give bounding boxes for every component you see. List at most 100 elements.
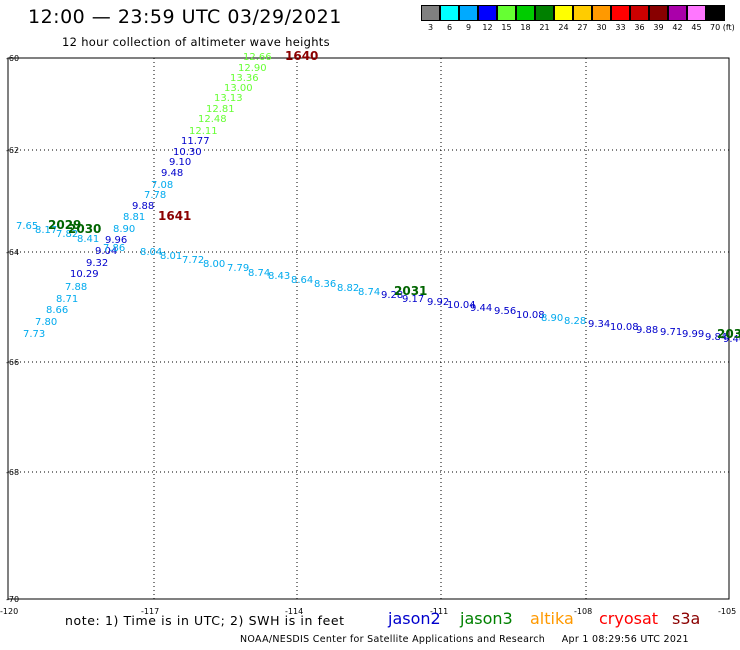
wave-height-value: 9.32 (86, 258, 108, 269)
scale-swatch (630, 5, 649, 21)
wave-height-value: 9.96 (105, 235, 127, 246)
scale-swatch (649, 5, 668, 21)
wave-height-value: 8.28 (564, 316, 586, 327)
scale-swatch (668, 5, 687, 21)
scale-label: 12 (482, 23, 493, 32)
wave-height-value: 8.90 (541, 313, 563, 324)
scale-swatch (611, 5, 630, 21)
satellite-legend-item: s3a (672, 609, 701, 628)
wave-height-value: 8.43 (268, 271, 290, 282)
scale-swatch (554, 5, 573, 21)
latitude-label: -60 (6, 54, 19, 63)
wave-height-value: 8.81 (123, 212, 145, 223)
wave-height-value: 8.71 (56, 294, 78, 305)
wave-height-value: 10.30 (173, 147, 202, 158)
wave-height-value: 7.88 (65, 282, 87, 293)
scale-swatch (497, 5, 516, 21)
orbit-number: 203 (717, 327, 740, 341)
wave-height-value: 8.64 (291, 275, 313, 286)
latitude-label: -66 (6, 358, 19, 367)
wave-height-value: 8.36 (314, 279, 336, 290)
wave-height-value: 8.90 (113, 224, 135, 235)
credit-timestamp: Apr 1 08:29:56 UTC 2021 (561, 634, 689, 645)
wave-height-value: 9.04 (95, 246, 117, 257)
scale-label: 6 (446, 23, 453, 32)
map-subtitle: 12 hour collection of altimeter wave hei… (62, 35, 330, 49)
wave-height-value: 10.08 (610, 322, 639, 333)
scale-label: 9 (465, 23, 472, 32)
satellite-legend-item: altika (530, 609, 574, 628)
wave-height-value: 7.82 (56, 229, 78, 240)
grid-lines (8, 58, 729, 599)
wave-height-value: 9.10 (169, 157, 191, 168)
wave-height-value: 8.41 (77, 234, 99, 245)
scale-swatch (573, 5, 592, 21)
satellite-legend-item: jason2 (388, 609, 441, 628)
scale-swatch (592, 5, 611, 21)
wave-height-value: 7.65 (16, 221, 38, 232)
orbit-number: 2031 (394, 284, 427, 298)
credit-line: NOAA/NESDIS Center for Satellite Applica… (240, 634, 689, 645)
longitude-label: -120 (0, 607, 18, 616)
wave-height-value: 12.48 (198, 114, 227, 125)
axis-labels: -60 -62 -64 -66 -68 -70 -120 -117 -114 -111 -108 -1… (0, 54, 736, 616)
scale-swatch (459, 5, 478, 21)
scale-label: 21 (539, 23, 550, 32)
scale-label: 3 (427, 23, 434, 32)
wave-height-value: 9.48 (161, 168, 183, 179)
color-scale-bar (421, 5, 725, 21)
wave-height-value: 11.77 (181, 136, 210, 147)
orbit-number: 2029 (48, 218, 81, 232)
wave-height-value: 9.40 (723, 334, 740, 345)
wave-height-value: 9.92 (427, 297, 449, 308)
orbit-number: 1641 (158, 209, 191, 223)
wave-height-value: 9.71 (660, 327, 682, 338)
footer-note: note: 1) Time is in UTC; 2) SWH is in fe… (65, 613, 345, 628)
wave-height-value: 13.13 (214, 93, 243, 104)
wave-height-value: 12.11 (189, 126, 218, 137)
wave-height-value: 10.08 (516, 310, 545, 321)
scale-swatch (440, 5, 459, 21)
wave-height-value: 8.04 (140, 247, 162, 258)
wave-height-value: 8.00 (203, 259, 225, 270)
longitude-label: -114 (285, 607, 303, 616)
scale-label: 30 (596, 23, 607, 32)
map-title: 12:00 — 23:59 UTC 03/29/2021 (28, 6, 342, 28)
wave-height-value: 8.82 (337, 283, 359, 294)
scale-swatch (478, 5, 497, 21)
scale-swatch (421, 5, 440, 21)
latitude-label: -68 (6, 468, 19, 477)
longitude-label: -108 (574, 607, 592, 616)
wave-height-value: 8.74 (358, 287, 380, 298)
longitude-label: -105 (718, 607, 736, 616)
wave-height-value: 9.56 (494, 306, 516, 317)
latitude-label: -64 (6, 248, 19, 257)
satellite-legend-item: cryosat (599, 609, 659, 628)
wave-height-value: 7.79 (227, 263, 249, 274)
wave-height-value: 9.17 (402, 294, 424, 305)
wave-height-value: 9.88 (636, 325, 658, 336)
scale-label: 33 (615, 23, 626, 32)
longitude-label: -117 (141, 607, 159, 616)
orbit-number: 2030 (68, 222, 101, 236)
wave-height-value: 12.90 (238, 63, 267, 74)
wave-height-value: 7.72 (182, 255, 204, 266)
wave-height-value: 13.00 (224, 83, 253, 94)
credit-text: NOAA/NESDIS Center for Satellite Applica… (240, 634, 546, 645)
wave-height-value: 9.28 (381, 290, 403, 301)
wave-height-value: 7.73 (23, 329, 45, 340)
wave-height-value: 8.17 (35, 225, 57, 236)
scale-label: 39 (653, 23, 664, 32)
color-scale-labels: 3 6 9 12 15 18 21 24 27 30 33 36 39 42 45 70 (ft) (421, 23, 740, 32)
wave-height-value: 8.66 (46, 305, 68, 316)
wave-height-value: 9.88 (132, 201, 154, 212)
wave-height-value: 7.78 (144, 190, 166, 201)
orbit-number: 1640 (285, 49, 318, 63)
wave-height-value: 13.36 (230, 73, 259, 84)
scale-swatch (687, 5, 706, 21)
track-points: 12.6612.9013.3613.0013.1312.8112.4812.11… (16, 52, 740, 345)
wave-height-value: 10.29 (70, 269, 99, 280)
scale-label: 42 (672, 23, 683, 32)
